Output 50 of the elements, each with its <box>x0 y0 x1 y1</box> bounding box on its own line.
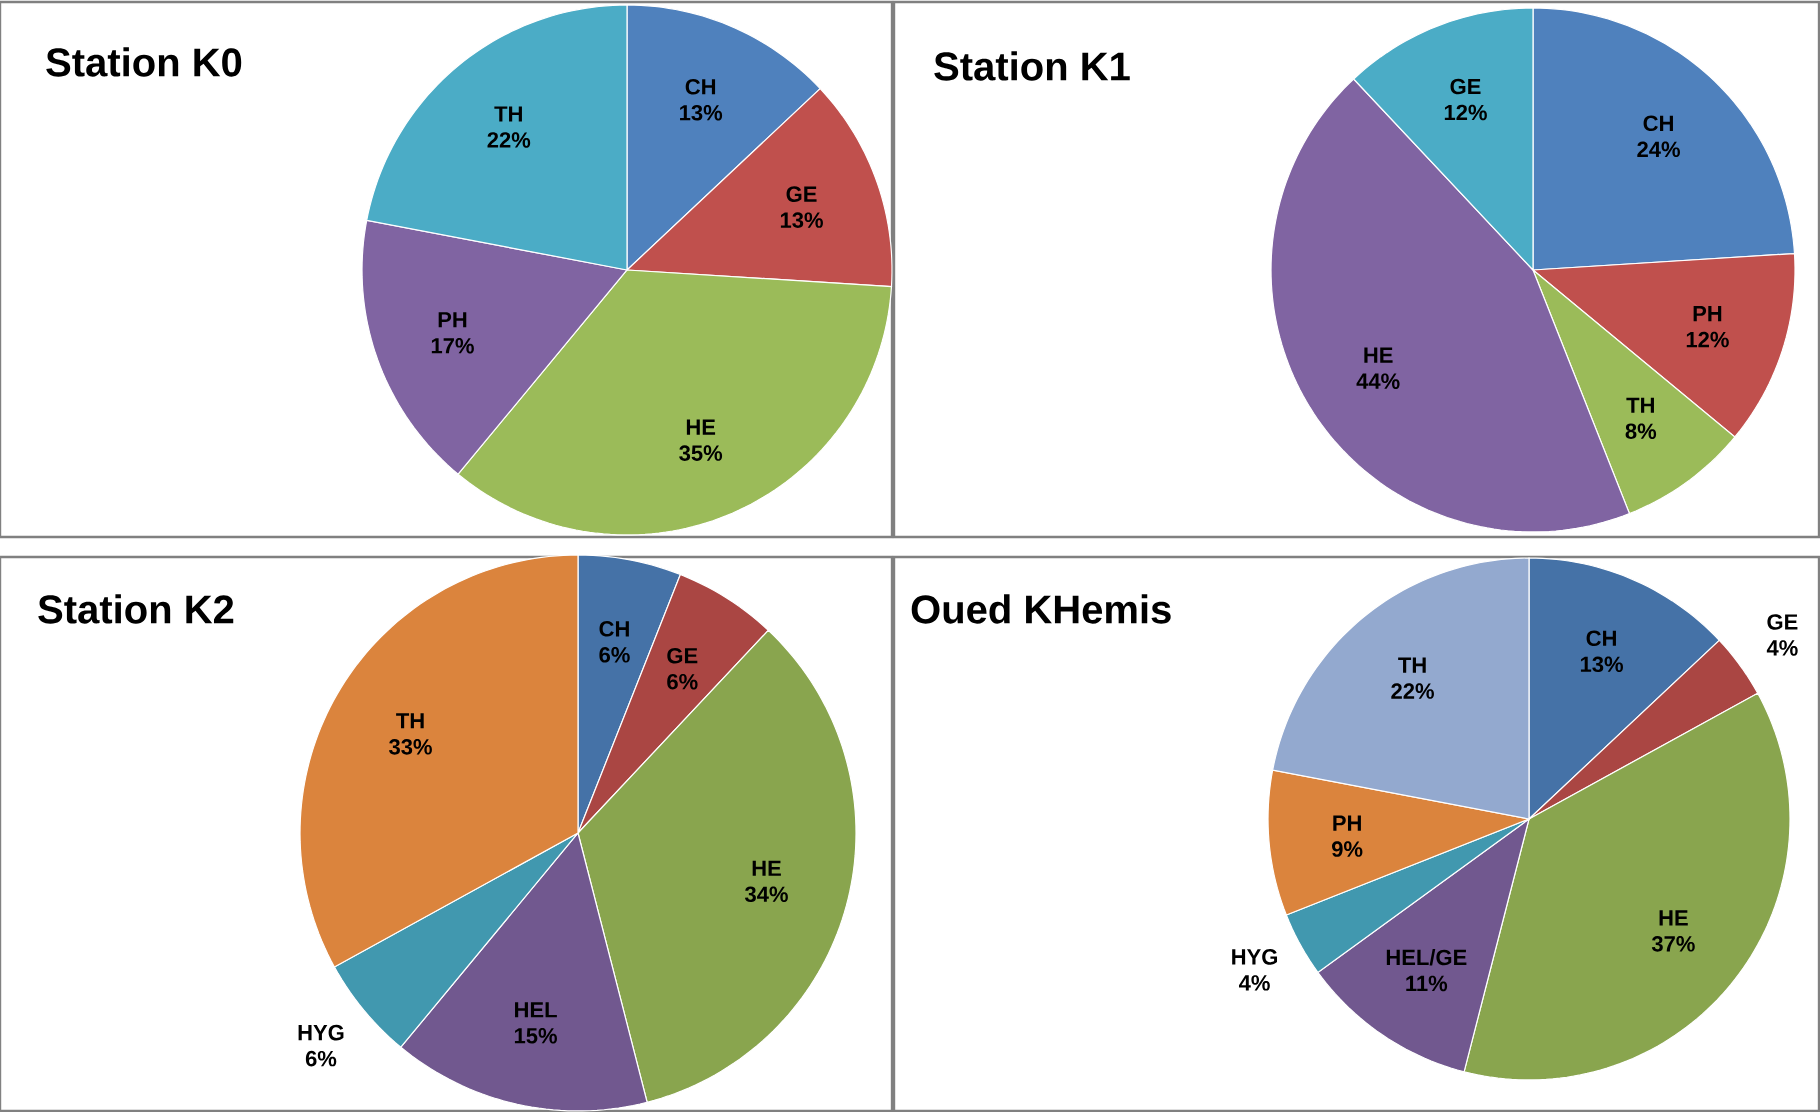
data-label: 12% <box>1686 331 1729 348</box>
slice-label: PH <box>1333 815 1361 831</box>
data-label: 11% <box>1406 975 1448 992</box>
data-label: 37% <box>1651 936 1695 952</box>
slice-label: TH <box>1626 397 1654 413</box>
slice-label: CH <box>1586 630 1616 647</box>
slice-label: HYG <box>298 1024 344 1041</box>
data-label: 4% <box>1766 640 1798 656</box>
slice-label: HEL/GE <box>1386 949 1467 966</box>
slice-label: HEL <box>515 1002 557 1018</box>
data-label: 35% <box>679 445 723 461</box>
slice-label: HE <box>1659 910 1688 926</box>
slice-label: HE <box>686 419 716 435</box>
slice-label: GE <box>786 186 817 202</box>
slice-label: PH <box>438 312 467 328</box>
data-label: 22% <box>1391 683 1434 699</box>
data-label: 8% <box>1625 423 1657 440</box>
slice-label: TH <box>1398 657 1426 673</box>
slice-label: GE <box>667 647 698 664</box>
data-label: 44% <box>1356 373 1400 389</box>
slice-label: PH <box>1693 306 1722 322</box>
data-label: 12% <box>1444 104 1487 121</box>
data-label: 9% <box>1331 841 1363 857</box>
text: Station K0 <box>46 47 242 77</box>
slice-label: HE <box>1364 347 1393 363</box>
data-label: 6% <box>667 673 698 690</box>
data-label: 33% <box>389 739 432 755</box>
slice-label: HYG <box>1232 949 1278 965</box>
slice-label: HE <box>752 860 781 876</box>
data-label: 6% <box>599 647 630 663</box>
slice-label: TH <box>396 713 424 729</box>
data-label: 4% <box>1238 975 1270 991</box>
slice-label: TH <box>494 106 522 122</box>
data-label: 13% <box>780 212 823 228</box>
text: Oued KHemis <box>911 594 1171 624</box>
data-label: 6% <box>305 1050 337 1067</box>
slice-label: GE <box>1767 614 1798 630</box>
data-label: 34% <box>744 886 788 903</box>
data-label: 17% <box>431 337 474 354</box>
data-label: 22% <box>487 132 531 148</box>
data-label: 15% <box>514 1028 557 1044</box>
slice-label: CH <box>599 621 629 637</box>
text: Station K1 <box>934 51 1130 81</box>
data-label: 13% <box>1580 656 1623 673</box>
data-label: 24% <box>1637 141 1680 158</box>
text: Station K2 <box>38 594 234 624</box>
slice-label: CH <box>1643 115 1673 132</box>
slice-label: CH <box>685 78 716 95</box>
data-label: 13% <box>680 104 723 121</box>
slice-label: GE <box>1450 78 1481 95</box>
